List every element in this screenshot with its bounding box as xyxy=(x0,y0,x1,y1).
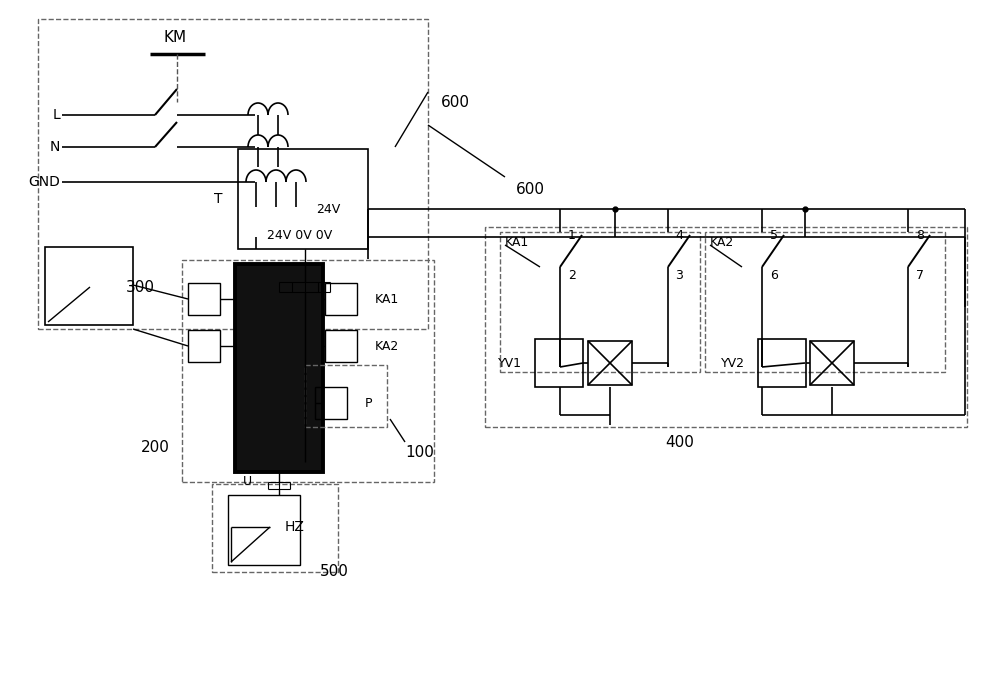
Text: 24V 0V 0V: 24V 0V 0V xyxy=(267,229,332,242)
Text: 24V: 24V xyxy=(316,203,340,216)
Text: N: N xyxy=(50,140,60,154)
Text: U: U xyxy=(243,475,252,488)
Bar xyxy=(238,149,368,249)
Text: T: T xyxy=(214,192,222,206)
Bar xyxy=(810,341,854,385)
Text: GND: GND xyxy=(28,175,60,189)
Text: L: L xyxy=(52,108,60,122)
Bar xyxy=(325,283,357,315)
Text: KA2: KA2 xyxy=(710,236,734,249)
Bar xyxy=(705,232,945,372)
Text: KA1: KA1 xyxy=(505,236,529,249)
Bar xyxy=(588,341,632,385)
Bar xyxy=(500,232,700,372)
Text: KM: KM xyxy=(163,30,187,45)
Bar xyxy=(228,495,300,565)
Text: 4: 4 xyxy=(675,229,683,242)
Bar xyxy=(485,227,967,427)
Bar xyxy=(305,365,387,427)
Text: 3: 3 xyxy=(675,269,683,282)
Text: YV2: YV2 xyxy=(721,357,745,370)
Text: KA1: KA1 xyxy=(375,293,399,306)
Text: 100: 100 xyxy=(406,444,434,460)
Text: 6: 6 xyxy=(770,269,778,282)
Bar xyxy=(325,330,357,362)
Text: 8: 8 xyxy=(916,229,924,242)
Bar xyxy=(182,260,434,482)
Text: 500: 500 xyxy=(320,565,349,580)
Text: 200: 200 xyxy=(141,440,169,455)
Text: 400: 400 xyxy=(666,434,694,449)
Text: P: P xyxy=(365,396,372,409)
Bar xyxy=(188,330,220,362)
Bar xyxy=(45,247,133,325)
Bar xyxy=(38,19,428,329)
Bar xyxy=(535,339,583,387)
Text: 7: 7 xyxy=(916,269,924,282)
Text: YV1: YV1 xyxy=(498,357,522,370)
Text: 2: 2 xyxy=(568,269,576,282)
Bar xyxy=(212,484,338,572)
Text: 600: 600 xyxy=(440,95,470,109)
Bar xyxy=(188,283,220,315)
Text: 600: 600 xyxy=(516,181,544,196)
Bar xyxy=(315,387,347,419)
Text: 5: 5 xyxy=(770,229,778,242)
Text: 300: 300 xyxy=(126,280,154,295)
Text: HZ: HZ xyxy=(285,520,305,534)
Text: 1: 1 xyxy=(568,229,576,242)
Bar xyxy=(235,264,323,472)
Text: KA2: KA2 xyxy=(375,339,399,352)
Bar xyxy=(758,339,806,387)
